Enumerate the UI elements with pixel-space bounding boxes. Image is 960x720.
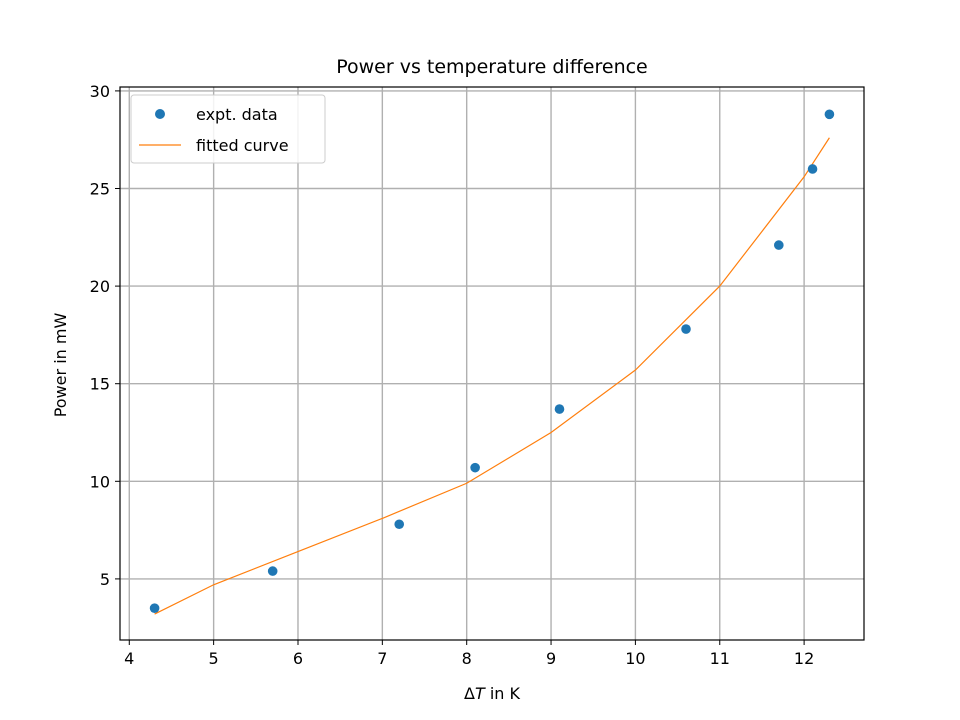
x-tick-label: 10 <box>625 649 645 668</box>
axes-frame <box>119 86 865 641</box>
chart-title: Power vs temperature difference <box>336 56 648 78</box>
x-tick-label: 4 <box>124 649 134 668</box>
x-tick-label: 5 <box>209 649 219 668</box>
x-axis-label-prefix: Δ <box>464 684 475 703</box>
y-tick-label: 25 <box>90 180 110 199</box>
y-tick-label: 30 <box>90 82 110 101</box>
plot-series <box>149 109 835 615</box>
data-point <box>394 519 405 530</box>
legend-marker-expt-data <box>155 109 165 119</box>
x-tick-label: 12 <box>794 649 814 668</box>
y-tick-label: 5 <box>100 570 110 589</box>
data-point <box>470 462 480 473</box>
x-axis-label: ΔT in K <box>464 684 520 703</box>
y-tick-label: 15 <box>90 375 110 394</box>
x-tick-label: 6 <box>293 649 303 668</box>
data-point <box>267 566 278 576</box>
y-tick-label: 20 <box>90 277 110 296</box>
x-axis-ticks: 4 5 6 7 8 9 10 11 12 <box>124 640 814 668</box>
legend-label-expt-data: expt. data <box>196 105 278 124</box>
fitted-curve-line <box>154 137 830 615</box>
grid-lines <box>120 87 864 640</box>
data-point <box>774 240 784 250</box>
y-tick-label: 10 <box>90 472 110 491</box>
data-point <box>681 324 691 334</box>
x-tick-label: 11 <box>710 649 730 668</box>
x-axis-label-variable: T <box>475 684 486 703</box>
y-axis-ticks: 5 10 15 20 25 30 <box>90 82 120 589</box>
x-tick-label: 8 <box>462 649 472 668</box>
x-tick-label: 7 <box>377 649 387 668</box>
legend: expt. data fitted curve <box>130 94 326 164</box>
y-axis-label: Power in mW <box>51 313 70 418</box>
legend-box <box>130 94 326 164</box>
data-point <box>149 603 160 613</box>
data-point <box>824 109 835 120</box>
data-point <box>554 404 565 414</box>
legend-label-fitted-curve: fitted curve <box>196 136 289 155</box>
x-axis-label-suffix: in K <box>485 684 521 703</box>
x-tick-label: 9 <box>546 649 556 668</box>
data-point <box>807 164 818 174</box>
